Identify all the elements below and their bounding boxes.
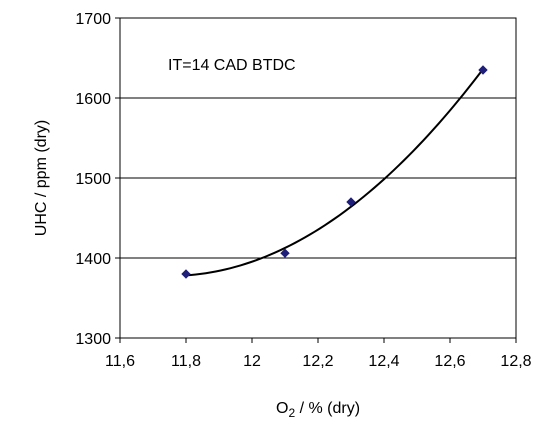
y-tick-label: 1600 (75, 91, 111, 108)
x-tick-label: 11,8 (171, 353, 201, 370)
x-tick-label: 12,2 (302, 353, 333, 370)
data-points (181, 65, 488, 279)
x-tick-labels: 11,6 11,8 12 12,2 12,4 12,6 12,8 (105, 353, 532, 370)
x-axis-title-main: O (276, 400, 288, 417)
x-axis-ticks (119, 338, 517, 343)
x-tick-label: 11,6 (105, 353, 135, 370)
y-tick-label: 1400 (75, 251, 111, 268)
x-axis-title: O2 / % (dry) (276, 400, 360, 420)
y-tick-labels: 1300 1400 1500 1600 1700 (75, 11, 111, 348)
x-tick-label: 12,4 (368, 353, 399, 370)
x-axis-title-subscript: 2 (288, 406, 295, 420)
y-axis-title: UHC / ppm (dry) (33, 120, 50, 236)
x-tick-label: 12,6 (434, 353, 465, 370)
y-axis-ticks (115, 17, 120, 339)
y-tick-label: 1700 (75, 11, 111, 28)
data-point (478, 65, 488, 75)
x-axis-title-rest: / % (dry) (295, 400, 360, 417)
trendline (185, 68, 484, 277)
y-tick-label: 1500 (75, 171, 111, 188)
x-tick-label: 12,8 (500, 353, 531, 370)
x-tick-label: 12 (243, 353, 261, 370)
y-tick-label: 1300 (75, 331, 111, 348)
data-point (181, 269, 191, 279)
data-point (280, 248, 290, 258)
data-point (346, 197, 356, 207)
y-gridlines (120, 97, 516, 259)
annotation: IT=14 CAD BTDC (168, 57, 296, 74)
